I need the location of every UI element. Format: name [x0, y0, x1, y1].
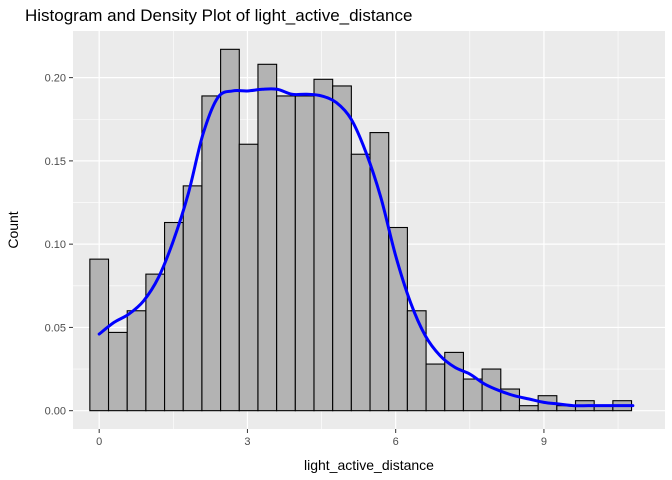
x-axis-title: light_active_distance: [304, 457, 434, 473]
histogram-bar: [462, 378, 483, 412]
histogram-bars: [89, 48, 633, 412]
density-curve: [97, 87, 635, 408]
y-tick-label: 0.10: [45, 239, 66, 251]
histogram-bar: [164, 221, 184, 412]
histogram-bar: [107, 331, 128, 412]
histogram-bar: [388, 226, 408, 412]
histogram-bar: [406, 310, 427, 412]
histogram-bar: [294, 95, 315, 412]
y-tick-label: 0.05: [45, 322, 66, 334]
y-axis-title: Count: [5, 211, 21, 248]
x-axis-ticks: 0 3 6 9: [96, 429, 547, 448]
histogram-bar: [332, 85, 352, 412]
histogram-bar: [257, 63, 278, 412]
histogram-bar: [126, 310, 147, 412]
histogram-bar: [201, 95, 222, 412]
y-tick-label: 0.15: [45, 156, 66, 168]
y-tick-label: 0.00: [45, 406, 66, 418]
histogram-bar: [220, 48, 240, 412]
histogram-bar: [313, 78, 334, 412]
histogram-bar: [425, 363, 446, 412]
histogram-bar: [350, 153, 371, 412]
histogram-bar: [182, 185, 203, 412]
x-tick-label: 9: [541, 436, 547, 448]
histogram-bar: [238, 143, 259, 412]
x-tick-label: 6: [393, 436, 399, 448]
y-axis-ticks: 0.00 0.05 0.10 0.15 0.20: [45, 73, 73, 418]
chart-title: Histogram and Density Plot of light_acti…: [25, 6, 412, 25]
y-tick-label: 0.20: [45, 73, 66, 85]
histogram-bar: [518, 405, 539, 412]
x-tick-label: 3: [244, 436, 250, 448]
x-tick-label: 0: [96, 436, 102, 448]
histogram-bar: [276, 95, 296, 412]
